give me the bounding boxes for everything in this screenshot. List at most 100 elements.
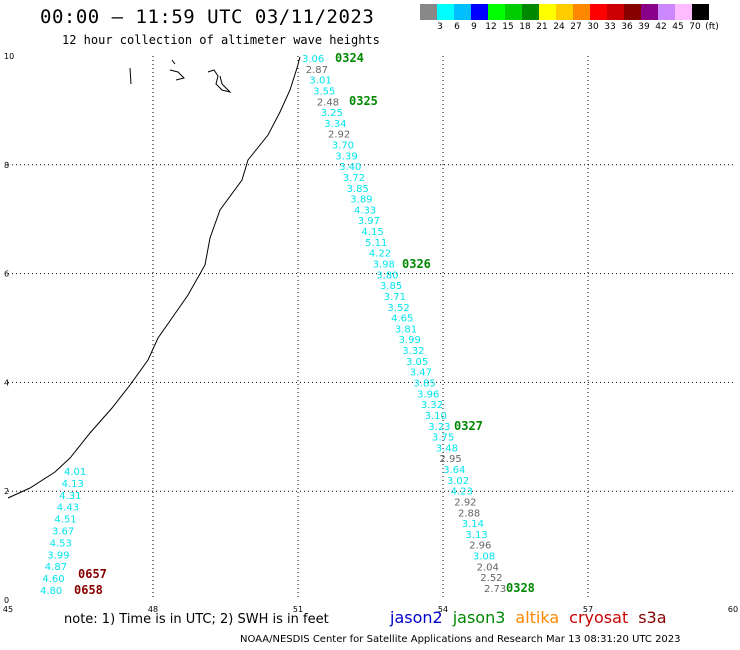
wave-height-label: 4.43 bbox=[57, 503, 79, 514]
island-shapes bbox=[129, 59, 232, 93]
map-title: 00:00 – 11:59 UTC 03/11/2023 bbox=[40, 6, 375, 28]
wave-height-label: 3.75 bbox=[432, 433, 454, 444]
colorbar-swatch bbox=[624, 4, 641, 20]
wave-height-label: 2.73 bbox=[484, 584, 506, 595]
colorbar-label: 30 bbox=[587, 22, 599, 32]
wave-height-label: 4.87 bbox=[45, 562, 67, 573]
wave-height-label: 4.60 bbox=[42, 574, 64, 585]
wave-height-label: 3.34 bbox=[324, 119, 346, 130]
colorbar-label: 9 bbox=[471, 22, 477, 32]
x-tick-label: 51 bbox=[293, 605, 303, 614]
colorbar-swatch bbox=[607, 4, 624, 20]
colorbar-swatch bbox=[675, 4, 692, 20]
wave-height-label: 3.70 bbox=[332, 141, 354, 152]
wave-height-label: 4.15 bbox=[361, 227, 383, 238]
colorbar-swatch bbox=[573, 4, 590, 20]
wave-height-label: 3.02 bbox=[447, 476, 469, 487]
satellite-legend-item: s3a bbox=[638, 608, 667, 627]
colorbar-swatch bbox=[641, 4, 658, 20]
pass-time-label: 0326 bbox=[402, 257, 431, 271]
wave-height-label: 2.88 bbox=[458, 508, 480, 519]
footnote: note: 1) Time is in UTC; 2) SWH is in fe… bbox=[64, 612, 329, 627]
wave-height-label: 4.31 bbox=[59, 491, 81, 502]
x-tick-label: 57 bbox=[583, 605, 593, 614]
wave-height-label: 3.47 bbox=[410, 368, 432, 379]
satellite-legend-item: cryosat bbox=[569, 608, 629, 627]
wave-height-label: 4.13 bbox=[62, 479, 84, 490]
wave-height-label: 4.65 bbox=[391, 314, 413, 325]
wave-height-label: 4.80 bbox=[40, 586, 62, 597]
wave-height-label: 2.48 bbox=[317, 97, 339, 108]
y-tick-label: 8 bbox=[4, 161, 9, 170]
wave-height-label: 4.01 bbox=[64, 467, 86, 478]
wave-height-label: 2.96 bbox=[469, 541, 491, 552]
colorbar-swatch bbox=[420, 4, 437, 20]
wave-height-label: 3.85 bbox=[347, 184, 369, 195]
wave-height-label: 3.05 bbox=[406, 357, 428, 368]
x-tick-label: 54 bbox=[438, 605, 448, 614]
wave-height-label: 2.92 bbox=[454, 497, 476, 508]
wave-height-label: 3.32 bbox=[421, 400, 443, 411]
wave-height-label: 3.25 bbox=[321, 108, 343, 119]
wave-height-label: 3.14 bbox=[462, 519, 484, 530]
wave-height-label: 2.52 bbox=[480, 573, 502, 584]
colorbar-swatch bbox=[539, 4, 556, 20]
colorbar-swatch bbox=[471, 4, 488, 20]
wave-height-label: 3.39 bbox=[335, 151, 357, 162]
x-tick-label: 60 bbox=[728, 605, 738, 614]
wave-height-label: 3.10 bbox=[425, 411, 447, 422]
colorbar-swatch bbox=[437, 4, 454, 20]
wave-height-label: 3.52 bbox=[387, 303, 409, 314]
pass-time-label: 0658 bbox=[74, 583, 103, 597]
wave-height-label: 4.51 bbox=[54, 515, 76, 526]
colorbar-swatch bbox=[454, 4, 471, 20]
colorbar-swatch bbox=[556, 4, 573, 20]
colorbar-swatch bbox=[692, 4, 709, 20]
wave-height-label: 5.11 bbox=[365, 238, 387, 249]
wave-height-label: 3.81 bbox=[395, 324, 417, 335]
colorbar-label: 45 bbox=[672, 22, 684, 32]
colorbar-label: 42 bbox=[655, 22, 667, 32]
wave-height-label: 3.32 bbox=[402, 346, 424, 357]
colorbar-swatch bbox=[590, 4, 607, 20]
x-tick-label: 48 bbox=[148, 605, 158, 614]
colorbar-label: 12 bbox=[485, 22, 497, 32]
wave-height-label: 2.87 bbox=[306, 65, 328, 76]
wave-height-label: 3.72 bbox=[343, 173, 365, 184]
credit-footer: NOAA/NESDIS Center for Satellite Applica… bbox=[240, 634, 681, 645]
colorbar-swatch bbox=[658, 4, 675, 20]
wave-height-label: 3.08 bbox=[473, 552, 495, 563]
track-main-labels: 3.062.873.013.552.483.253.342.923.703.39… bbox=[302, 54, 506, 595]
colorbar-label: 27 bbox=[570, 22, 582, 32]
satellite-legend: jason2 jason3 altika cryosat s3a bbox=[390, 608, 677, 627]
colorbar-swatch bbox=[505, 4, 522, 20]
y-tick-label: 6 bbox=[4, 270, 9, 279]
colorbar-swatch bbox=[522, 4, 539, 20]
wave-height-label: 3.71 bbox=[384, 292, 406, 303]
wave-height-label: 3.80 bbox=[376, 270, 398, 281]
wave-height-label: 4.23 bbox=[451, 487, 473, 498]
colorbar-label: 3 bbox=[437, 22, 443, 32]
pass-time-label: 0657 bbox=[78, 567, 107, 581]
colorbar-label: (ft) bbox=[705, 22, 719, 32]
satellite-legend-item: altika bbox=[515, 608, 560, 627]
wave-height-label: 2.04 bbox=[477, 562, 499, 573]
wave-height-label: 3.06 bbox=[302, 54, 324, 65]
wave-height-label: 3.85 bbox=[380, 281, 402, 292]
colorbar-label: 6 bbox=[454, 22, 460, 32]
pass-time-label: 0328 bbox=[506, 581, 535, 595]
map-grid bbox=[8, 56, 733, 600]
wave-height-label: 3.13 bbox=[465, 530, 487, 541]
wave-height-label: 4.53 bbox=[50, 538, 72, 549]
wave-height-label: 3.85 bbox=[413, 378, 435, 389]
satellite-legend-item: jason3 bbox=[452, 608, 506, 627]
wave-height-colorbar bbox=[420, 4, 709, 20]
wave-height-label: 3.55 bbox=[313, 86, 335, 97]
wave-height-label: 3.64 bbox=[443, 465, 465, 476]
wave-height-label: 3.99 bbox=[47, 550, 69, 561]
wave-height-label: 2.95 bbox=[439, 454, 461, 465]
wave-height-label: 3.89 bbox=[350, 195, 372, 206]
wave-height-label: 3.98 bbox=[373, 260, 395, 271]
y-tick-label: 4 bbox=[4, 378, 9, 387]
